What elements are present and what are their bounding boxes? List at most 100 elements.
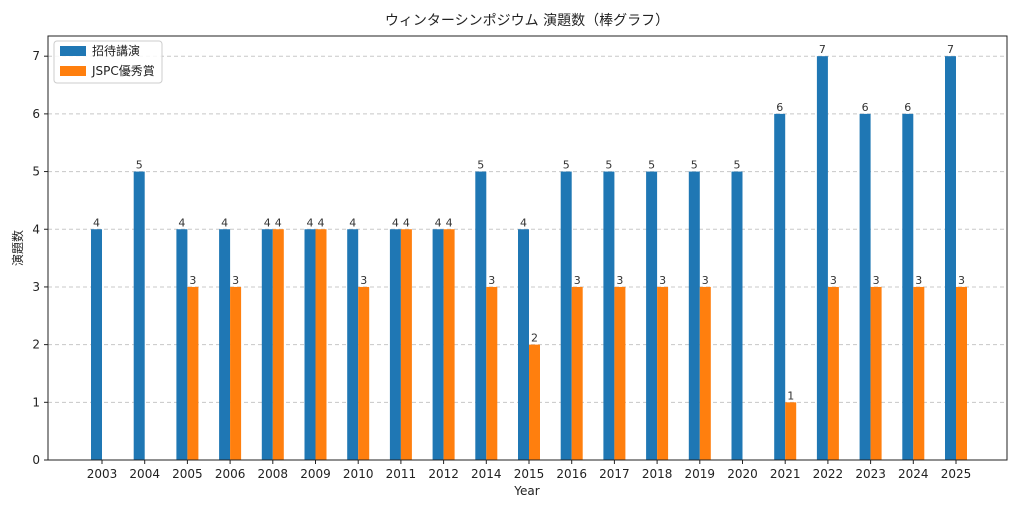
bar-invited-lecture	[91, 229, 102, 460]
bar-invited-lecture	[816, 56, 828, 460]
data-label-invited-lecture: 4	[392, 216, 399, 229]
data-label-invited-lecture: 4	[349, 216, 356, 229]
data-label-jspc-award: 3	[958, 274, 965, 287]
x-tick-label: 2005	[172, 467, 203, 481]
data-label-invited-lecture: 5	[563, 159, 570, 172]
bar-jspc-award	[529, 344, 540, 460]
data-label-jspc-award: 4	[446, 216, 453, 229]
legend-label-jspc-award: JSPC優秀賞	[91, 64, 155, 78]
bar-invited-lecture	[518, 229, 529, 460]
y-axis-label: 演題数	[10, 230, 25, 266]
bar-jspc-award	[870, 286, 882, 460]
x-tick-label: 2004	[129, 467, 160, 481]
data-label-invited-lecture: 4	[221, 216, 228, 229]
bar-jspc-award	[785, 402, 797, 460]
bar-jspc-award	[486, 286, 498, 460]
bars	[91, 56, 967, 460]
x-tick-label: 2009	[300, 467, 331, 481]
bar-jspc-award	[230, 286, 242, 460]
data-label-invited-lecture: 4	[307, 216, 314, 229]
data-label-jspc-award: 3	[915, 274, 922, 287]
bar-jspc-award	[358, 286, 370, 460]
bar-invited-lecture	[945, 56, 956, 460]
legend-swatch-jspc-award	[60, 66, 86, 76]
data-label-jspc-award: 3	[830, 274, 837, 287]
data-label-invited-lecture: 5	[136, 159, 143, 172]
bar-invited-lecture	[389, 229, 401, 460]
bar-jspc-award	[571, 286, 583, 460]
x-tick-label: 2017	[599, 467, 630, 481]
y-tick-label: 2	[32, 338, 40, 352]
bar-jspc-award	[272, 229, 284, 460]
bar-jspc-award	[315, 229, 327, 460]
data-label-invited-lecture: 6	[776, 101, 783, 114]
data-label-jspc-award: 4	[403, 216, 410, 229]
x-axis-label: Year	[513, 484, 539, 498]
x-tick-label: 2008	[258, 467, 289, 481]
x-tick-label: 2024	[898, 467, 929, 481]
y-tick-label: 4	[32, 222, 40, 236]
data-label-jspc-award: 3	[873, 274, 880, 287]
y-tick-label: 6	[32, 107, 40, 121]
y-tick-label: 7	[32, 49, 40, 63]
bar-invited-lecture	[774, 113, 786, 460]
data-label-invited-lecture: 4	[435, 216, 442, 229]
data-label-jspc-award: 3	[488, 274, 495, 287]
legend: 招待講演 JSPC優秀賞	[53, 40, 163, 84]
bar-jspc-award	[614, 286, 626, 460]
bar-invited-lecture	[731, 171, 743, 460]
bar-jspc-award	[956, 286, 967, 460]
data-label-invited-lecture: 5	[734, 159, 741, 172]
bar-jspc-award	[913, 286, 925, 460]
x-tick-label: 2019	[685, 467, 716, 481]
data-label-jspc-award: 2	[531, 332, 538, 345]
x-tick-label: 2021	[770, 467, 801, 481]
data-label-jspc-award: 4	[275, 216, 282, 229]
bar-jspc-award	[657, 286, 669, 460]
bar-invited-lecture	[432, 229, 444, 460]
data-label-invited-lecture: 5	[648, 159, 655, 172]
x-tick-label: 2012	[428, 467, 459, 481]
data-label-invited-lecture: 4	[264, 216, 271, 229]
data-label-jspc-award: 3	[232, 274, 239, 287]
bar-invited-lecture	[859, 113, 871, 460]
data-label-jspc-award: 3	[360, 274, 367, 287]
data-label-invited-lecture: 5	[691, 159, 698, 172]
x-tick-label: 2020	[727, 467, 758, 481]
chart-title: ウィンターシンポジウム 演題数（棒グラフ）	[385, 13, 669, 29]
legend-swatch-invited-lecture	[60, 46, 86, 56]
data-label-jspc-award: 4	[318, 216, 325, 229]
data-label-invited-lecture: 4	[520, 216, 527, 229]
bar-invited-lecture	[646, 171, 658, 460]
bar-invited-lecture	[475, 171, 487, 460]
bar-invited-lecture	[902, 113, 914, 460]
bar-invited-lecture	[347, 229, 359, 460]
data-label-invited-lecture: 7	[947, 43, 954, 56]
data-label-invited-lecture: 6	[862, 101, 869, 114]
data-label-jspc-award: 3	[616, 274, 623, 287]
y-tick-label: 0	[32, 453, 40, 467]
data-label-jspc-award: 1	[787, 389, 794, 402]
x-tick-label: 2011	[386, 467, 417, 481]
bar-jspc-award	[400, 229, 412, 460]
x-axis: 2003 2004 2005 2006 2008 2009 2010 2011 2012 2014…	[87, 460, 971, 481]
data-label-jspc-award: 3	[702, 274, 709, 287]
x-tick-label: 2003	[87, 467, 118, 481]
bar-invited-lecture	[560, 171, 572, 460]
data-label-invited-lecture: 6	[904, 101, 911, 114]
legend-label-invited-lecture: 招待講演	[92, 43, 140, 58]
plot-frame	[47, 35, 1008, 461]
x-tick-label: 2006	[215, 467, 246, 481]
bar-jspc-award	[443, 229, 455, 460]
bar-invited-lecture	[304, 229, 316, 460]
data-label-jspc-award: 3	[189, 274, 196, 287]
data-label-invited-lecture: 5	[605, 159, 612, 172]
data-label-invited-lecture: 7	[819, 43, 826, 56]
x-tick-label: 2016	[556, 467, 587, 481]
y-tick-label: 1	[32, 395, 40, 409]
data-label-invited-lecture: 4	[93, 216, 100, 229]
x-tick-label: 2018	[642, 467, 673, 481]
x-tick-label: 2015	[514, 467, 545, 481]
